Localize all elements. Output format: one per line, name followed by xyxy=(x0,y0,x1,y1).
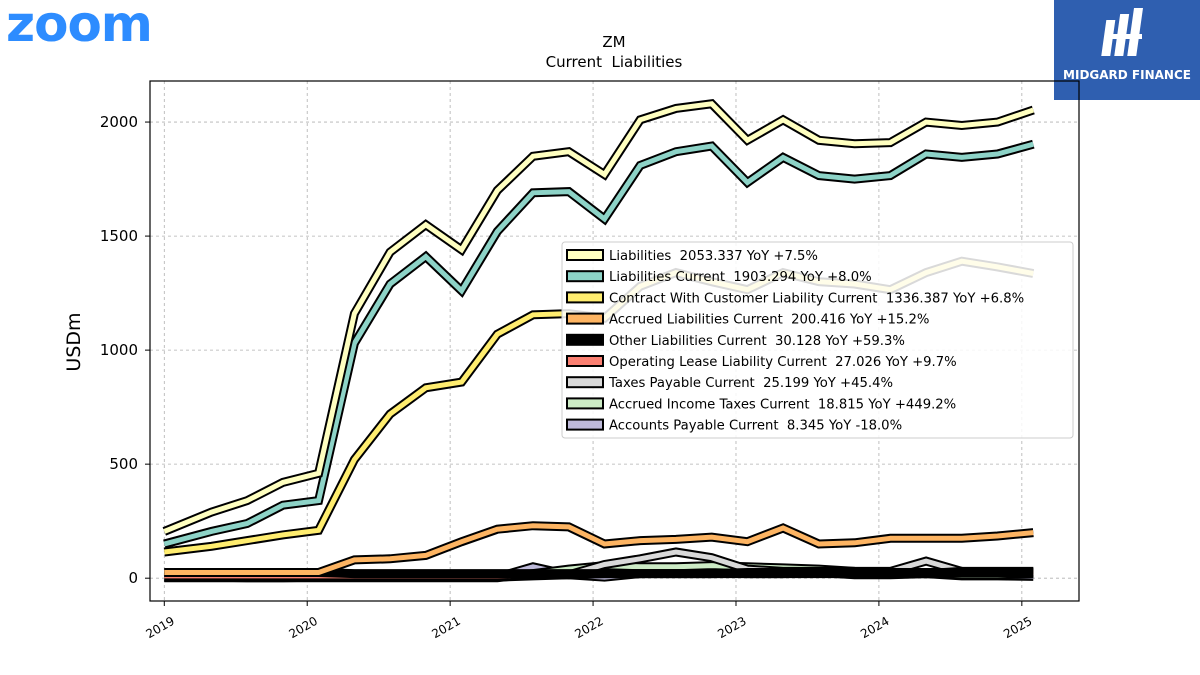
legend: Liabilities 2053.337 YoY +7.5% Liabilitie… xyxy=(561,241,1074,439)
x-tick-label: 2023 xyxy=(715,614,748,641)
y-tick-label: 1500 xyxy=(100,227,138,245)
legend-entry-label: Accounts Payable Current 8.345 YoY -18.0… xyxy=(609,419,902,434)
y-tick-label: 500 xyxy=(109,455,138,473)
y-tick-label: 0 xyxy=(128,569,138,587)
x-tick-label: 2021 xyxy=(429,614,462,641)
legend-entry-label: Liabilities 2053.337 YoY +7.5% xyxy=(609,249,818,264)
x-tick-label: 2020 xyxy=(286,614,319,641)
legend-swatch xyxy=(566,249,604,261)
legend-swatch xyxy=(566,333,604,346)
legend-entry-label: Liabilities Current 1903.294 YoY +8.0% xyxy=(609,270,872,285)
series-liabilities-current xyxy=(163,139,1035,549)
y-tick-label: 2000 xyxy=(100,113,138,131)
y-tick-label: 1000 xyxy=(100,341,138,359)
chart-subtitle: Current Liabilities xyxy=(546,53,683,71)
chart-title: ZM xyxy=(602,33,625,51)
axis-ticks: 2019 2020 2021 2022 2023 2024 2025 0 500 1000 1500… xyxy=(100,113,1035,641)
series-liabilities xyxy=(162,99,1035,536)
legend-entry-label: Operating Lease Liability Current 27.026… xyxy=(609,355,957,370)
x-tick-label: 2025 xyxy=(1001,614,1034,641)
legend-swatch xyxy=(566,397,604,410)
legend-swatch xyxy=(566,355,604,367)
zoom-logo: zoom xyxy=(6,0,153,53)
series-line xyxy=(164,523,1034,575)
x-tick-label: 2019 xyxy=(144,614,177,641)
midgard-finance-brand-text: MIDGARD FINANCE xyxy=(1063,68,1191,82)
legend-entry-label: Accrued Liabilities Current 200.416 YoY … xyxy=(609,313,929,328)
legend-swatch xyxy=(566,418,604,431)
series-line xyxy=(163,101,1035,534)
legend-entry-label: Other Liabilities Current 30.128 YoY +59… xyxy=(609,334,905,349)
y-axis-label: USDm xyxy=(63,312,85,371)
legend-entry-label: Accrued Income Taxes Current 18.815 YoY … xyxy=(609,397,956,412)
plot-frame xyxy=(149,80,1080,602)
legend-entry-label: Contract With Customer Liability Current… xyxy=(609,291,1024,306)
series-line xyxy=(163,141,1034,547)
legend-entry-label: Taxes Payable Current 25.199 YoY +45.4% xyxy=(608,376,893,391)
x-tick-label: 2024 xyxy=(858,614,891,641)
legend-box xyxy=(561,241,1074,439)
legend-swatch xyxy=(566,270,604,283)
legend-swatch xyxy=(566,376,604,389)
legend-swatch xyxy=(566,291,604,304)
midgard-emblem-icon xyxy=(1101,8,1143,56)
x-tick-label: 2022 xyxy=(572,614,605,641)
midgard-finance-logo: MIDGARD FINANCE xyxy=(1054,0,1200,100)
series-lines xyxy=(162,99,1035,583)
series-accrued-liabilities-current xyxy=(164,521,1034,577)
legend-swatch xyxy=(566,312,604,325)
